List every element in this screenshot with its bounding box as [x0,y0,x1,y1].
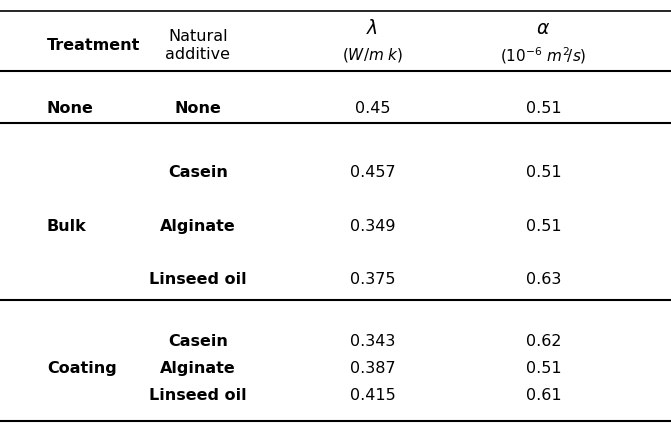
Text: 0.61: 0.61 [525,388,562,403]
Text: $\alpha$: $\alpha$ [536,19,551,38]
Text: $(W/m$ $k)$: $(W/m$ $k)$ [342,46,403,64]
Text: None: None [174,102,221,116]
Text: Bulk: Bulk [47,219,87,234]
Text: $(10^{-6}$ $m^2\!/s)$: $(10^{-6}$ $m^2\!/s)$ [500,45,587,66]
Text: 0.45: 0.45 [355,102,390,116]
Text: None: None [47,102,94,116]
Text: Alginate: Alginate [160,361,236,375]
Text: Linseed oil: Linseed oil [149,388,247,403]
Text: 0.387: 0.387 [350,361,395,375]
Text: 0.63: 0.63 [526,273,561,287]
Text: 0.415: 0.415 [350,388,395,403]
Text: $\lambda$: $\lambda$ [366,19,378,38]
Text: 0.51: 0.51 [525,165,562,180]
Text: 0.51: 0.51 [525,219,562,234]
Text: 0.457: 0.457 [350,165,395,180]
Text: 0.375: 0.375 [350,273,395,287]
Text: 0.349: 0.349 [350,219,395,234]
Text: 0.343: 0.343 [350,334,395,349]
Text: Casein: Casein [168,334,228,349]
Text: Linseed oil: Linseed oil [149,273,247,287]
Text: Treatment: Treatment [47,38,140,53]
Text: Coating: Coating [47,361,117,375]
Text: 0.51: 0.51 [525,102,562,116]
Text: 0.62: 0.62 [526,334,561,349]
Text: Alginate: Alginate [160,219,236,234]
Text: Casein: Casein [168,165,228,180]
Text: Natural
additive: Natural additive [166,29,230,62]
Text: 0.51: 0.51 [525,361,562,375]
